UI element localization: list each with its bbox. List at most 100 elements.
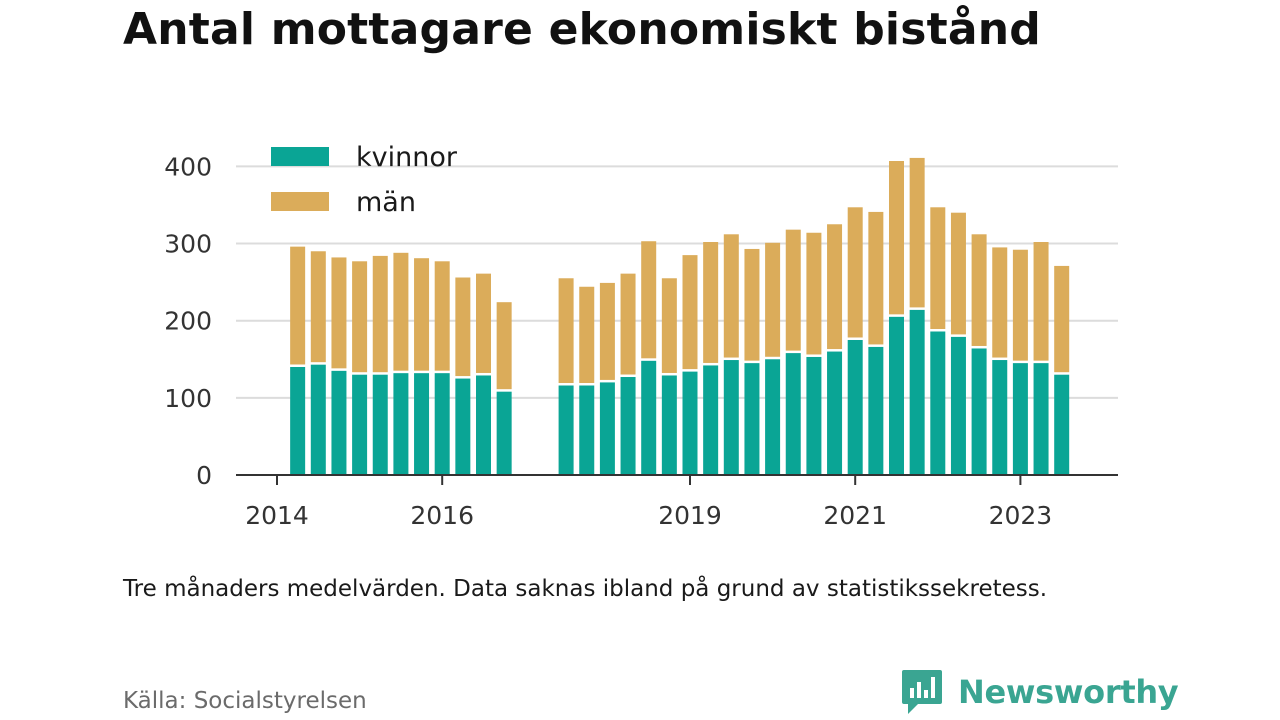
bar-kvinnor [930,331,946,475]
bar-stack [331,257,347,475]
y-tick-label: 400 [164,152,212,181]
bar-stack [971,234,987,475]
bar-man [806,232,822,355]
bar-man [620,273,636,375]
y-tick-label: 300 [164,230,212,259]
bar-stack [496,302,512,475]
legend-label: kvinnor [356,142,458,173]
bar-stack [765,242,781,475]
bar-kvinnor [455,378,471,475]
bar-stack [558,278,574,475]
bar-man [455,277,471,377]
legend: kvinnor män [271,142,458,218]
bar-kvinnor [620,377,636,475]
bar-stack [723,234,739,475]
bar-stack [1054,265,1070,475]
bar-kvinnor [1012,363,1028,475]
bar-kvinnor [496,391,512,475]
bar-man [992,247,1008,358]
bar-stack [290,246,306,475]
bar-man [496,302,512,390]
bar-man [682,255,698,370]
bar-kvinnor [641,360,657,475]
bar-kvinnor [393,373,409,475]
bar-kvinnor [1033,363,1049,475]
y-tick-label: 200 [164,307,212,336]
legend-label: män [356,187,416,218]
bar-stack [992,247,1008,475]
bar-kvinnor [847,339,863,475]
bar-man [744,248,760,361]
bar-kvinnor [868,346,884,475]
bar-man [434,261,450,371]
bar-stack [310,251,326,475]
bar-kvinnor [806,356,822,475]
bar-stack [785,229,801,475]
bar-stack [950,212,966,475]
bar-kvinnor [434,373,450,475]
x-axis: 2014 2016 2019 2021 2023 [236,474,1118,530]
legend-swatch [271,192,329,211]
bar-man [558,278,574,384]
bar-man [765,242,781,357]
bar-man [971,234,987,346]
bar-kvinnor [744,363,760,475]
bar-stack [455,277,471,475]
bar-man [579,286,595,384]
bar-kvinnor [558,385,574,475]
legend-swatch [271,147,329,166]
bar-man [393,252,409,371]
bar-stack [414,258,430,475]
y-tick-label: 0 [196,461,212,490]
y-axis-tick-labels: 0 100 200 300 400 [164,152,212,490]
bar-kvinnor [290,366,306,475]
bar-kvinnor [579,385,595,475]
newsworthy-logo-icon [902,670,942,714]
bar-kvinnor [827,351,843,475]
bar-stack [1033,242,1049,475]
bar-man [476,273,491,373]
bar-stack [476,273,491,475]
x-tick-label: 2021 [823,501,887,530]
bar-stack [930,207,946,475]
bar-kvinnor [682,371,698,475]
bar-man [703,242,719,363]
brand-name: Newsworthy [958,673,1179,711]
bar-man [950,212,966,335]
bar-man [352,261,368,373]
bar-man [785,229,801,351]
bar-man [641,241,657,359]
bar-kvinnor [310,364,326,475]
bar-man [661,278,677,373]
brand-logo: Newsworthy [900,668,1179,716]
bar-man [847,207,863,338]
bar-kvinnor [971,348,987,475]
bar-stack [372,255,388,475]
bar-kvinnor [785,353,801,475]
bar-kvinnor [703,365,719,475]
bar-man [599,282,615,380]
bar-kvinnor [723,360,739,475]
bar-kvinnor [992,360,1008,475]
bar-stack [1012,249,1028,475]
bar-stack [909,157,925,475]
bar-stack [661,278,677,475]
bar-man [1033,242,1049,361]
x-tick-label: 2023 [989,501,1053,530]
source-credit: Källa: Socialstyrelsen [123,688,367,714]
bar-kvinnor [352,374,368,475]
bar-kvinnor [1054,374,1070,475]
bar-man [372,255,388,373]
bar-stack [806,232,822,475]
y-tick-label: 100 [164,384,212,413]
bar-man [909,157,925,308]
bar-man [930,207,946,330]
bar-stack [703,242,719,475]
x-tick-label: 2014 [245,501,309,530]
x-tick-label: 2019 [658,501,722,530]
bar-man [827,224,843,350]
bar-kvinnor [331,370,347,475]
bar-stack [434,261,450,475]
bar-stack [744,248,760,475]
bar-stack [827,224,843,475]
